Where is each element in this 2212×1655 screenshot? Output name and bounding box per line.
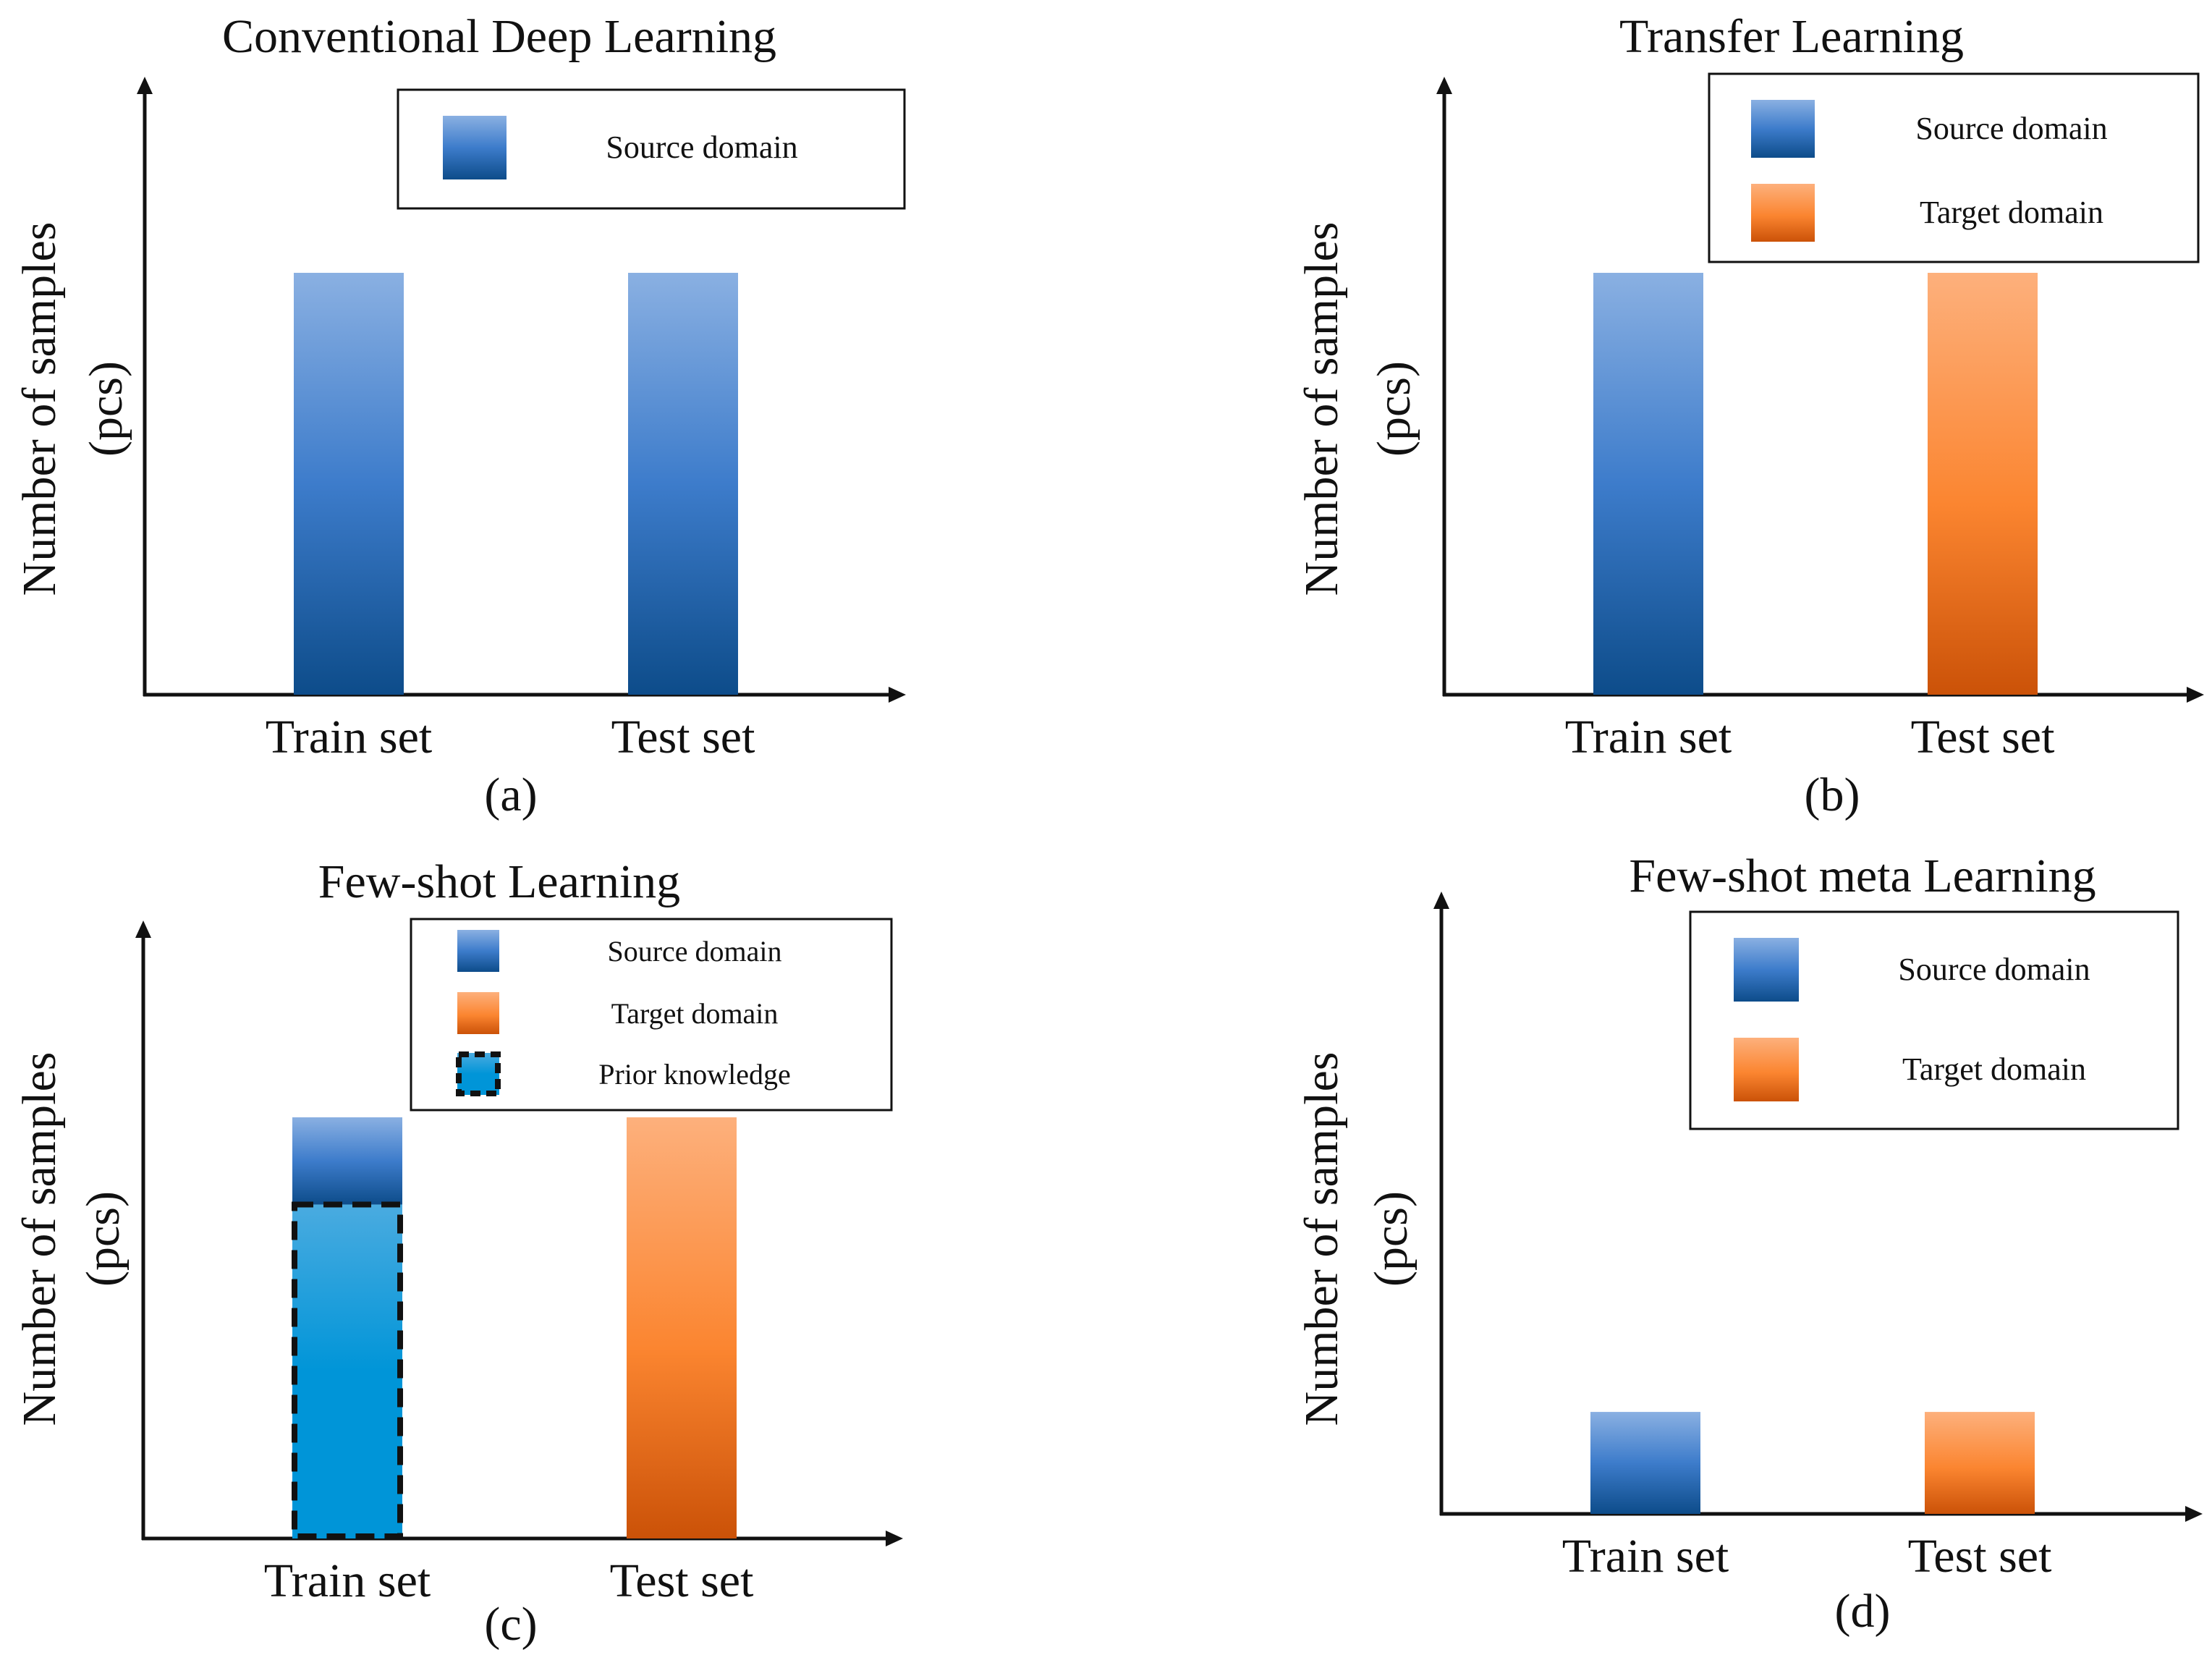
x-axis-arrow — [886, 1531, 903, 1546]
legend-swatch-prior — [457, 1053, 499, 1095]
x-axis-arrow — [2187, 687, 2204, 703]
panel-d: Few-shot meta Learning Number of samples (… — [1295, 850, 2203, 1638]
panel-caption: (a) — [484, 769, 537, 821]
prior-knowledge-dashed-outline — [292, 1201, 403, 1539]
legend-swatch-prior-outline — [456, 1051, 501, 1096]
bar-test-set-target — [1928, 273, 2038, 695]
legend-swatch-target — [1751, 184, 1815, 242]
bar-train-set-source — [1590, 1412, 1700, 1514]
legend-label-source: Source domain — [1898, 952, 2090, 987]
y-axis-arrow — [1436, 77, 1452, 94]
bar-test-set-target — [627, 1117, 737, 1538]
bar-test-set-source — [628, 273, 738, 695]
bar-test-set-target — [1925, 1412, 2035, 1514]
panel-a: Conventional Deep Learning Number of samp… — [13, 10, 906, 821]
bar-train-set-source — [292, 1117, 402, 1205]
y-axis-label: Number of samples — [13, 1052, 66, 1426]
legend: Source domain — [397, 88, 906, 210]
panel-title: Few-shot meta Learning — [1629, 850, 2096, 902]
legend-label-source: Source domain — [606, 130, 797, 165]
legend-label-target: Target domain — [1920, 195, 2103, 230]
y-axis-label: Number of samples — [1295, 1052, 1348, 1426]
x-tick-label: Train set — [266, 711, 432, 763]
panel-title: Conventional Deep Learning — [222, 10, 776, 63]
x-axis-arrow — [2185, 1506, 2203, 1522]
legend: Source domain Target domain — [1708, 72, 2200, 263]
panel-c: Few-shot Learning Number of samples (pcs) T… — [13, 855, 903, 1651]
legend-label-source: Source domain — [1915, 111, 2107, 146]
legend-swatch-source — [1734, 938, 1799, 1002]
panel-caption: (d) — [1835, 1585, 1891, 1638]
x-tick-label: Train set — [1562, 1530, 1729, 1583]
bar-train-set-prior — [292, 1204, 402, 1538]
legend-swatch-target — [457, 992, 499, 1034]
legend-label-source: Source domain — [607, 935, 781, 968]
x-tick-label: Test set — [611, 711, 755, 763]
legend-swatch-source — [443, 116, 507, 179]
legend-label-target: Target domain — [611, 997, 779, 1030]
y-axis-arrow — [135, 920, 151, 938]
y-axis-arrow — [1433, 892, 1449, 909]
x-tick-label: Train set — [1565, 711, 1732, 763]
legend: Source domain Target domain Prior knowledg… — [410, 918, 893, 1112]
y-axis-unit-label: (pcs) — [80, 361, 132, 457]
y-axis-unit-label: (pcs) — [77, 1191, 130, 1287]
legend-label-prior: Prior knowledge — [598, 1058, 791, 1091]
y-axis-unit-label: (pcs) — [1368, 361, 1420, 457]
legend-swatch-source — [457, 930, 499, 972]
y-axis-label: Number of samples — [1295, 222, 1348, 596]
legend-swatch-source — [1751, 100, 1815, 158]
legend-label-target: Target domain — [1902, 1051, 2086, 1087]
x-axis-arrow — [889, 687, 906, 703]
panel-caption: (b) — [1805, 769, 1860, 821]
y-axis-label: Number of samples — [13, 222, 66, 596]
panel-title: Few-shot Learning — [318, 855, 680, 908]
bar-train-set-source — [294, 273, 404, 695]
x-tick-label: Test set — [610, 1554, 754, 1607]
x-tick-label: Test set — [1911, 711, 2055, 763]
x-tick-label: Train set — [264, 1554, 431, 1607]
legend-swatch-target — [1734, 1038, 1799, 1101]
y-axis-arrow — [137, 77, 153, 94]
x-tick-label: Test set — [1908, 1530, 2052, 1583]
legend: Source domain Target domain — [1689, 910, 2179, 1130]
bar-train-set-source — [1593, 273, 1703, 695]
panel-b: Transfer Learning Number of samples (pcs) T… — [1295, 10, 2204, 821]
panel-caption: (c) — [484, 1598, 537, 1651]
y-axis-unit-label: (pcs) — [1365, 1191, 1418, 1287]
panel-title: Transfer Learning — [1619, 10, 1964, 63]
